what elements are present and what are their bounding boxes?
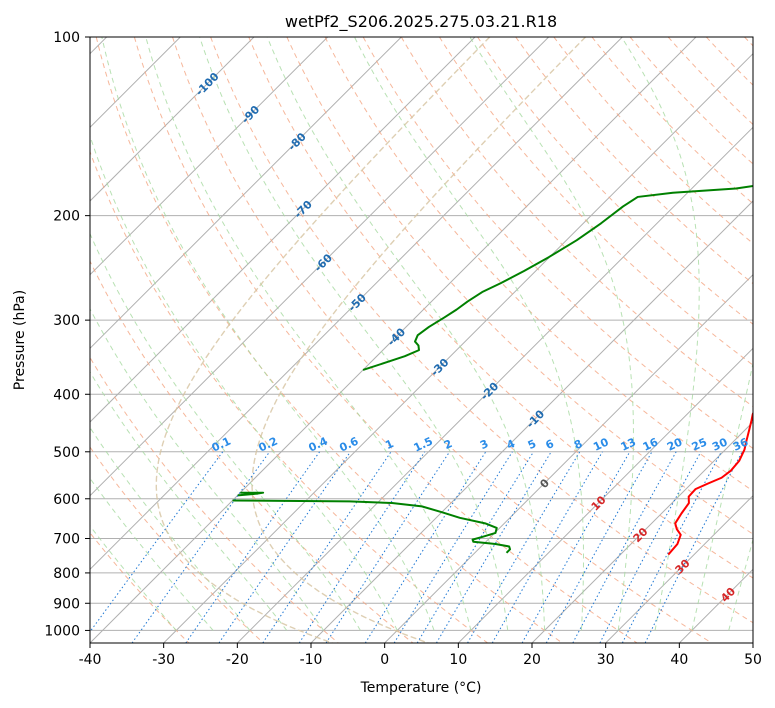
chart-title: wetPf2_S206.2025.275.03.21.R18	[285, 12, 557, 32]
profile-lines	[232, 185, 753, 556]
mixing-ratio-line	[218, 451, 351, 643]
isotherm-line	[531, 421, 753, 643]
y-tick-label: 800	[53, 566, 80, 582]
dry-adiabat-line	[172, 37, 713, 643]
x-tick-label: 40	[670, 652, 688, 668]
isotherm-line	[605, 494, 753, 643]
mixing-ratio-label: 13	[619, 435, 638, 453]
y-tick-label: 700	[53, 532, 80, 548]
moist-adiabat-line	[199, 37, 509, 631]
y-tick-label: 500	[53, 445, 80, 461]
profile-line	[232, 499, 512, 554]
x-tick-label: 0	[380, 652, 389, 668]
y-tick-label: 1000	[44, 623, 80, 639]
mixing-ratio-line	[467, 451, 581, 643]
moist-adiabat-line	[621, 37, 700, 631]
moist-adiabat-line	[90, 477, 214, 631]
dry-adiabat-line	[90, 260, 414, 643]
profile-line	[237, 491, 265, 497]
y-tick-label: 600	[53, 492, 80, 508]
mixing-ratio-line	[131, 451, 271, 643]
x-tick-label: -20	[226, 652, 249, 668]
isotherm-line	[90, 37, 550, 497]
mixing-ratio-label: 16	[641, 435, 661, 453]
x-tick-label: 30	[597, 652, 615, 668]
dry-adiabat-line	[248, 37, 753, 579]
profile-line	[667, 411, 753, 556]
isotherm-line	[90, 37, 623, 571]
x-axis: -40 -30 -20 -10 0 10 20 30 40 50	[79, 643, 762, 668]
y-tick-label: 900	[53, 596, 80, 612]
isotherm-line	[90, 37, 476, 423]
moist-adiabat-line	[354, 37, 585, 631]
auxiliary-curve-line	[155, 37, 491, 643]
dry-adiabat-line	[477, 37, 753, 325]
mixing-ratio-line	[185, 451, 320, 643]
mixing-ratio-label: 25	[690, 435, 709, 453]
dry-adiabat-line	[629, 37, 753, 165]
x-axis-title: Temperature (°C)	[360, 680, 482, 696]
x-tick-label: 50	[744, 652, 762, 668]
dry-adiabat-line	[515, 37, 753, 285]
mixing-ratio-line	[521, 451, 631, 643]
mixing-ratio-lines	[90, 451, 743, 643]
x-tick-label: -40	[79, 652, 102, 668]
isotherm-line	[90, 37, 402, 350]
dry-adiabat-line	[90, 532, 190, 643]
plot-frame	[89, 36, 754, 644]
dry-adiabat-line	[95, 37, 563, 643]
moist-adiabat-line	[90, 232, 361, 631]
dry-adiabat-line	[591, 37, 753, 205]
isotherm-line	[236, 126, 753, 643]
mixing-ratio-line	[545, 451, 653, 643]
dry-adiabat-line	[362, 37, 753, 450]
moist-adiabat-line	[90, 525, 177, 631]
mixing-ratio-label: 10	[591, 435, 611, 453]
profile-line	[362, 185, 753, 371]
mixing-ratio-line	[364, 451, 487, 643]
isotherm-line	[310, 200, 753, 643]
moist-adiabat-line	[90, 426, 251, 631]
y-tick-label: 200	[53, 209, 80, 225]
dry-adiabat-line	[400, 37, 753, 408]
x-tick-label: -30	[152, 652, 175, 668]
moist-adiabat-line	[90, 134, 398, 631]
isotherm-line	[457, 347, 753, 643]
background-reference-lines	[90, 37, 753, 643]
y-tick-label: 400	[53, 387, 80, 403]
mixing-ratio-line	[325, 451, 450, 643]
mixing-ratio-line	[393, 451, 513, 643]
mixing-ratio-line	[572, 451, 677, 643]
moist-adiabat-line	[101, 37, 435, 631]
x-tick-label: -10	[300, 652, 323, 668]
y-tick-label: 100	[53, 30, 80, 46]
dry-adiabat-line	[90, 446, 264, 643]
auxiliary-curve-line	[251, 37, 587, 643]
mixing-ratio-label: 30	[710, 435, 730, 453]
moist-adiabat-line	[266, 37, 546, 631]
dry-adiabat-line	[210, 37, 753, 624]
isotherm-line	[90, 37, 329, 276]
mixing-ratio-label: 36	[731, 435, 751, 453]
moist-adiabat-line	[469, 37, 634, 631]
x-tick-label: 20	[523, 652, 541, 668]
dry-adiabat-line	[439, 37, 753, 366]
y-axis-title: Pressure (hPa)	[12, 290, 28, 390]
isotherm-line	[90, 37, 255, 202]
mixing-ratio-line	[435, 451, 552, 643]
isotherm-line	[90, 37, 697, 643]
x-tick-label: 10	[449, 652, 467, 668]
mixing-ratio-line	[491, 451, 603, 643]
dry-adiabat-line	[133, 37, 638, 643]
mixing-ratio-label: 20	[665, 435, 685, 453]
isotherm-line	[384, 273, 753, 643]
y-axis: 1000 900 800 700 600 500 400 300 200 100	[44, 30, 90, 639]
moist-adiabat-line	[90, 371, 288, 631]
isotherm-line	[163, 52, 753, 643]
mixing-ratio-line	[416, 451, 534, 643]
y-tick-label: 300	[53, 313, 80, 329]
